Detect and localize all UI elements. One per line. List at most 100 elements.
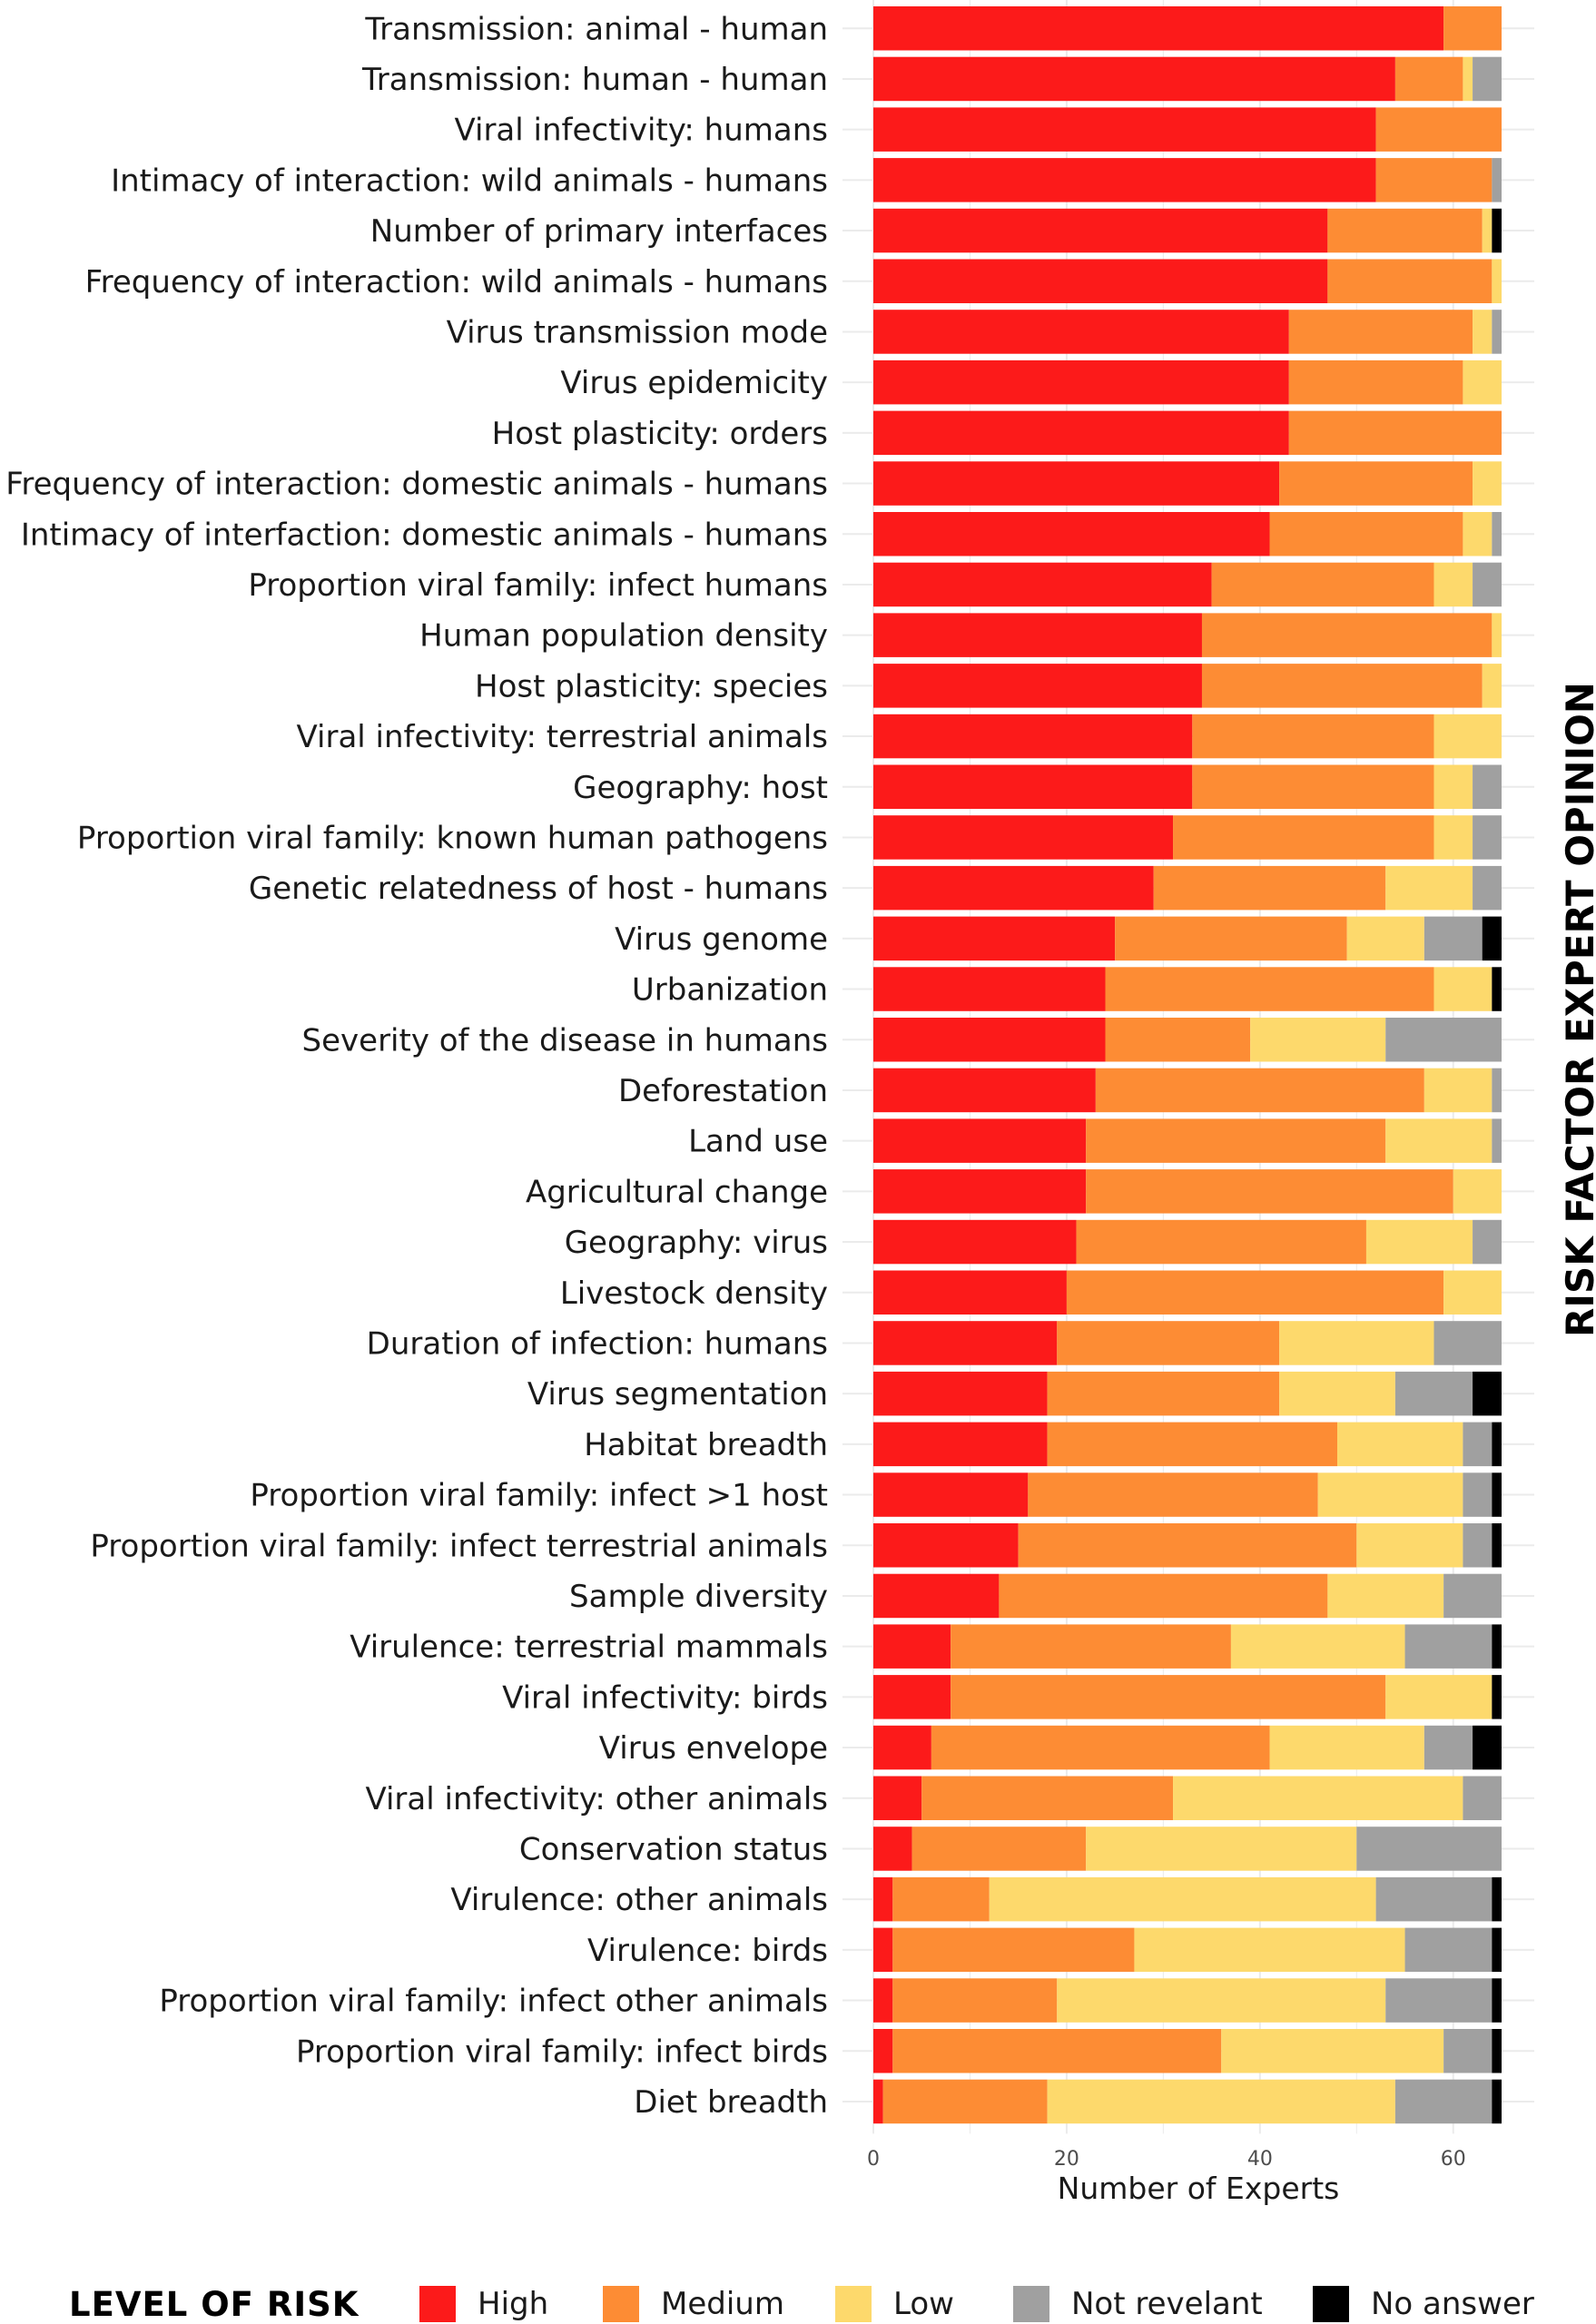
category-label: Human population density xyxy=(419,618,828,655)
bar-segment-not-revelant xyxy=(1492,1118,1502,1163)
bar-segment-high xyxy=(873,1523,1019,1568)
category-label: Virus segmentation xyxy=(527,1376,828,1413)
category-label: Proportion viral family: known human pat… xyxy=(77,820,828,856)
category-label: Proportion viral family: infect terrestr… xyxy=(90,1528,828,1564)
legend-item: No answer xyxy=(1313,2283,1534,2324)
legend-item: Medium xyxy=(603,2283,784,2324)
bar-segment-low xyxy=(1433,967,1493,1011)
legend-swatch xyxy=(419,2285,456,2322)
bar-segment-high xyxy=(873,1927,893,1973)
category-label: Duration of infection: humans xyxy=(367,1325,828,1362)
bar-segment-high xyxy=(873,1876,893,1922)
bar-segment-no-answer xyxy=(1492,1675,1502,1719)
legend-label: High xyxy=(478,2285,549,2322)
bar-segment-not-revelant xyxy=(1394,1371,1473,1416)
bar-segment-low xyxy=(1230,1624,1405,1669)
category-label: Urbanization xyxy=(632,972,828,1009)
legend-item: High xyxy=(419,2283,548,2324)
bar-segment-low xyxy=(1385,1118,1493,1163)
bar-segment-not-revelant xyxy=(1375,1876,1493,1922)
bar-segment-high xyxy=(873,1624,951,1669)
bar-segment-low xyxy=(1492,613,1502,657)
bar-segment-high xyxy=(873,410,1289,456)
category-label: Habitat breadth xyxy=(584,1427,828,1463)
bar-segment-medium xyxy=(1047,1422,1338,1467)
bar-segment-high xyxy=(873,815,1174,860)
category-label: Diet breadth xyxy=(634,2084,828,2121)
bar-segment-low xyxy=(1086,1827,1357,1871)
bar-segment-high xyxy=(873,714,1193,759)
x-tick-label: 60 xyxy=(1441,2148,1466,2171)
category-label: Proportion viral family: infect humans xyxy=(248,567,828,604)
bar-segment-low xyxy=(1443,1270,1502,1315)
bar-segment-medium xyxy=(1201,613,1493,657)
category-label: Transmission: human - human xyxy=(361,62,828,98)
bar-segment-no-answer xyxy=(1492,1624,1502,1669)
bar-segment-not-revelant xyxy=(1492,512,1502,556)
category-label: Land use xyxy=(688,1124,828,1160)
bar-segment-low xyxy=(1250,1018,1386,1062)
category-label: Sample diversity xyxy=(569,1579,828,1615)
bar-segment-high xyxy=(873,2079,883,2124)
bar-segment-high xyxy=(873,1978,893,2023)
bar-segment-high xyxy=(873,764,1193,809)
bar-segment-low xyxy=(1473,310,1493,354)
bar-segment-medium xyxy=(1201,664,1483,708)
bar-segment-not-revelant xyxy=(1473,1219,1502,1265)
bar-segment-no-answer xyxy=(1482,916,1502,961)
category-label: Viral infectivity: other animals xyxy=(365,1781,828,1817)
bar-segment-high xyxy=(873,613,1202,657)
bar-segment-not-revelant xyxy=(1404,1624,1493,1669)
bar-segment-medium xyxy=(1443,6,1502,51)
legend-label: Medium xyxy=(661,2285,784,2322)
bar-segment-not-revelant xyxy=(1443,1573,1502,1619)
category-label: Proportion viral family: infect >1 host xyxy=(250,1478,828,1514)
bar-segment-medium xyxy=(1086,1118,1386,1163)
category-label: Number of primary interfaces xyxy=(370,213,828,250)
category-label: Viral infectivity: humans xyxy=(454,113,828,149)
bar-segment-low xyxy=(1433,764,1473,809)
bar-segment-low xyxy=(1346,916,1424,961)
category-label: Viral infectivity: birds xyxy=(502,1679,828,1716)
bar-segment-high xyxy=(873,56,1395,102)
bar-segment-not-revelant xyxy=(1492,1068,1502,1113)
bar-segment-medium xyxy=(1288,359,1463,405)
bar-segment-medium xyxy=(1288,310,1473,354)
category-label: Virus genome xyxy=(615,921,828,958)
category-label: Frequency of interaction: wild animals -… xyxy=(85,264,828,300)
bar-segment-low xyxy=(1424,1068,1493,1113)
bar-segment-not-revelant xyxy=(1473,865,1502,911)
bar-segment-high xyxy=(873,1018,1106,1062)
legend-title: LEVEL OF RISK xyxy=(69,2285,360,2324)
bar-segment-high xyxy=(873,1422,1048,1467)
bar-segment-high xyxy=(873,259,1328,303)
bar-segment-low xyxy=(1057,1978,1386,2023)
bar-segment-not-revelant xyxy=(1443,2029,1493,2073)
category-label: Virulence: other animals xyxy=(450,1882,828,1918)
legend-label: No answer xyxy=(1371,2285,1534,2322)
bar-segment-low xyxy=(1337,1422,1463,1467)
bar-segment-not-revelant xyxy=(1473,56,1502,102)
bar-segment-no-answer xyxy=(1473,1371,1502,1416)
bar-segment-low xyxy=(1433,562,1473,607)
bar-segment-high xyxy=(873,6,1444,51)
legend-swatch xyxy=(1013,2285,1049,2322)
bar-segment-high xyxy=(873,967,1106,1011)
bar-segment-no-answer xyxy=(1492,208,1502,253)
bar-segment-no-answer xyxy=(1492,1472,1502,1517)
bar-segment-not-revelant xyxy=(1385,1018,1502,1062)
bar-segment-medium xyxy=(892,1876,990,1922)
bar-segment-not-revelant xyxy=(1424,916,1483,961)
bar-segment-medium xyxy=(1375,158,1493,202)
bar-segment-medium xyxy=(1018,1523,1357,1568)
bar-segment-medium xyxy=(1211,562,1434,607)
legend-swatch xyxy=(1313,2285,1349,2322)
bar-segment-high xyxy=(873,1776,922,1820)
bar-segment-high xyxy=(873,1169,1087,1214)
category-label: Frequency of interaction: domestic anima… xyxy=(5,467,828,503)
category-label: Severity of the disease in humans xyxy=(302,1022,828,1059)
bar-segment-high xyxy=(873,461,1280,506)
category-label: Deforestation xyxy=(618,1073,828,1109)
bar-segment-medium xyxy=(1028,1472,1318,1517)
bar-segment-not-revelant xyxy=(1404,1927,1493,1973)
